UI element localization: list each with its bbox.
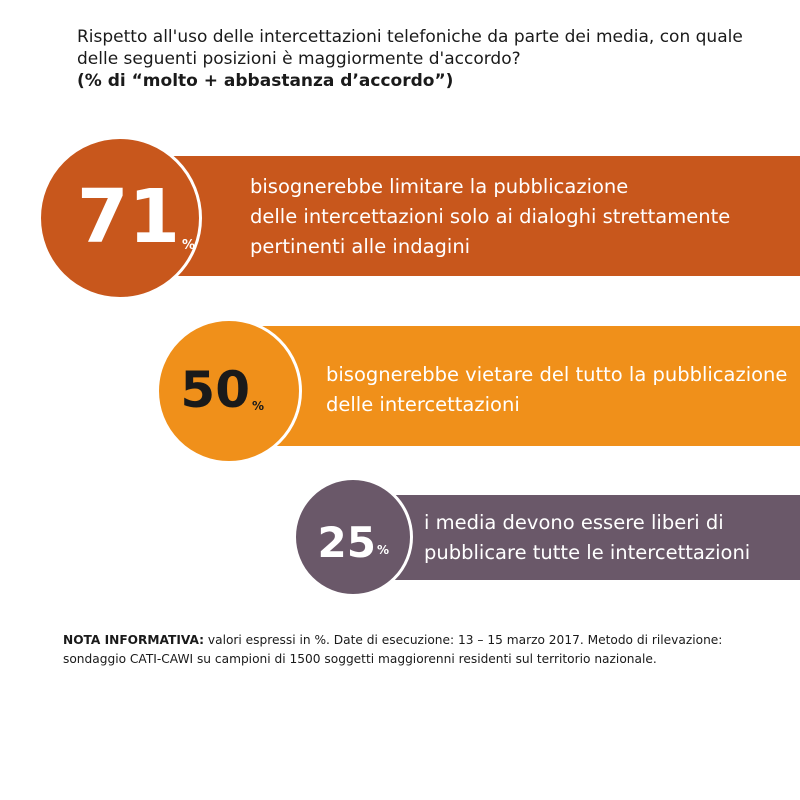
- circle-2: [156, 318, 302, 464]
- value-3: 25: [317, 518, 376, 567]
- statement-3-line-1: i media devono essere liberi di: [424, 511, 724, 534]
- footnote-label: NOTA INFORMATIVA:: [63, 633, 205, 647]
- question-text: Rispetto all'uso delle intercettazioni t…: [77, 27, 743, 69]
- subtitle-text: (% di “molto + abbastanza d’accordo”): [77, 71, 454, 91]
- statement-1: bisognerebbe limitare la pubblicazione d…: [250, 172, 730, 262]
- footnote: NOTA INFORMATIVA: valori espressi in %. …: [63, 631, 743, 669]
- circle-3: [293, 477, 413, 597]
- value-1: 71: [77, 174, 180, 260]
- statement-1-line-2: delle intercettazioni solo ai dialoghi s…: [250, 205, 731, 228]
- band-1: [160, 156, 800, 276]
- circle-1: [38, 136, 202, 300]
- unit-1: %: [182, 238, 196, 253]
- value-2: 50: [180, 361, 250, 419]
- chart-title: Rispetto all'uso delle intercettazioni t…: [77, 26, 777, 92]
- statement-2-line-2: delle intercettazioni: [326, 393, 520, 416]
- statement-2-line-1: bisognerebbe vietare del tutto la pubbli…: [326, 363, 788, 386]
- band-3: [360, 495, 800, 580]
- footnote-text: valori espressi in %. Date di esecuzione…: [63, 633, 723, 666]
- unit-2: %: [252, 399, 265, 413]
- statement-1-line-1: bisognerebbe limitare la pubblicazione: [250, 175, 629, 198]
- statement-2: bisognerebbe vietare del tutto la pubbli…: [326, 360, 787, 420]
- band-2: [250, 326, 800, 446]
- statement-3: i media devono essere liberi di pubblica…: [424, 508, 750, 568]
- statement-3-line-2: pubblicare tutte le intercettazioni: [424, 541, 751, 564]
- unit-3: %: [377, 543, 390, 557]
- statement-1-line-3: pertinenti alle indagini: [250, 235, 471, 258]
